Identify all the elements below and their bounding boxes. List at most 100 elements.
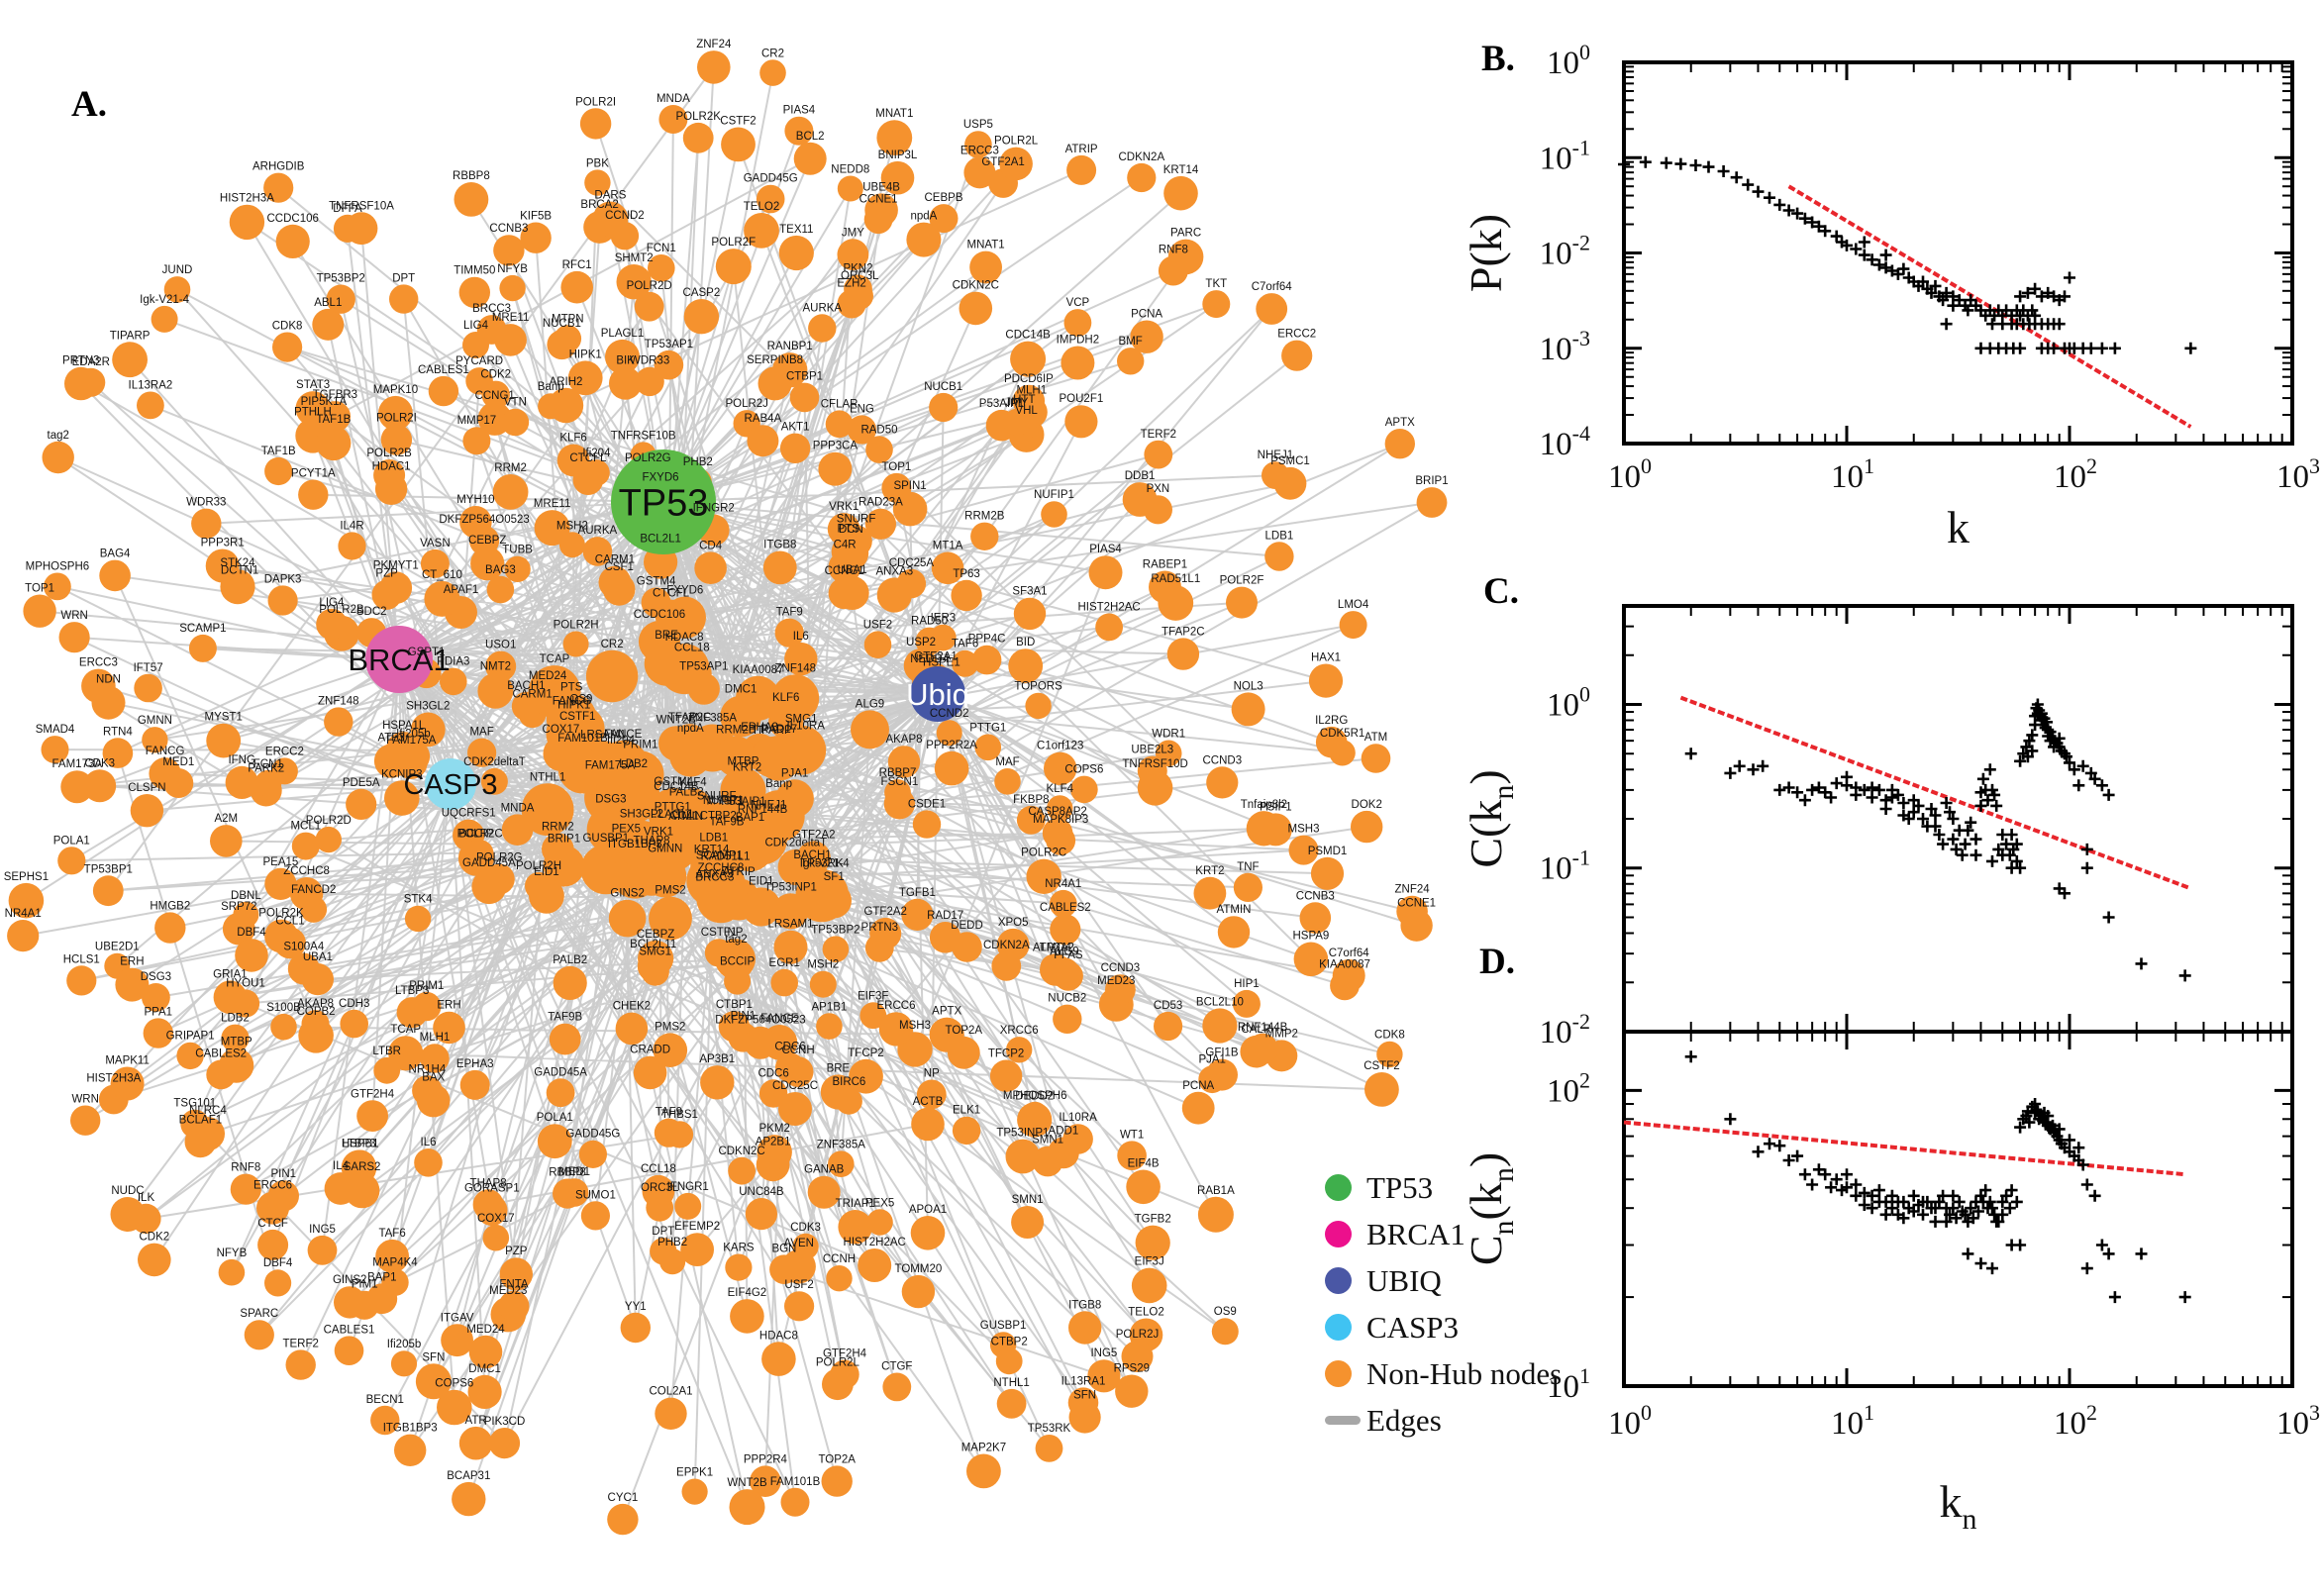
nonhub-node <box>966 1453 1001 1489</box>
nonhub-node <box>312 308 345 341</box>
nonhub-node <box>1247 1033 1278 1064</box>
nonhub-node <box>492 474 529 510</box>
node-label: PRTN3 <box>861 922 899 934</box>
node-label: PTS <box>560 681 583 693</box>
node-label: ERCC2 <box>265 746 304 757</box>
nonhub-node <box>951 579 982 612</box>
power-law-fit-line <box>1679 695 2192 891</box>
node-label: ING5 <box>309 1224 336 1236</box>
nonhub-node <box>742 887 781 927</box>
hub-label-ubiq: Ubiq <box>906 677 969 712</box>
nonhub-node <box>1015 396 1048 429</box>
node-label: POLR2B <box>319 604 364 616</box>
nonhub-node <box>633 1055 667 1090</box>
node-label: POLR2D <box>627 280 672 292</box>
y-axis-title: C(kn) <box>1461 769 1520 867</box>
nonhub-node <box>1206 766 1239 799</box>
node-label: GTF2H4 <box>351 1088 395 1100</box>
node-label: PCNA <box>1131 309 1162 321</box>
node-label: IL6 <box>793 631 809 643</box>
nonhub-node <box>546 1078 575 1108</box>
node-label: DARS <box>594 190 626 202</box>
node-label: PLAGL1 <box>651 809 693 821</box>
node-label: ERCC6 <box>253 1180 292 1192</box>
nonhub-node <box>1351 810 1383 844</box>
hub-nodes-layer: TP53 BRCA1 Ubiq CASP3 <box>348 449 969 810</box>
nonhub-node <box>880 160 915 195</box>
nonhub-node <box>580 1201 611 1231</box>
nonhub-node <box>264 456 293 486</box>
data-points <box>1618 155 2197 354</box>
nonhub-node <box>770 968 798 997</box>
nonhub-node <box>1049 889 1077 918</box>
nonhub-node <box>356 1100 388 1132</box>
nonhub-node <box>779 433 811 463</box>
nonhub-node <box>230 1173 261 1205</box>
nonhub-node <box>437 1389 472 1426</box>
node-label: TNFRSF10B <box>611 430 676 442</box>
nonhub-node <box>653 1033 688 1067</box>
nonhub-node <box>582 537 613 566</box>
node-label: FAM101B <box>557 733 608 745</box>
nonhub-node <box>553 965 587 1001</box>
nonhub-node <box>560 270 593 304</box>
nonhub-node <box>744 1026 777 1059</box>
nonhub-node <box>218 1258 246 1286</box>
node-label: EGR1 <box>769 957 800 969</box>
hub-circle-tp53 <box>611 449 716 554</box>
nonhub-node <box>1198 1065 1227 1094</box>
node-label: ATRIP <box>723 866 756 878</box>
nonhub-node <box>476 315 507 345</box>
node-label: MAF <box>995 756 1019 768</box>
nonhub-node <box>617 820 665 868</box>
nonhub-node <box>910 1216 946 1250</box>
nonhub-node <box>1158 255 1188 286</box>
node-label: AP3B1 <box>699 1053 735 1065</box>
nonhub-node <box>1163 175 1198 211</box>
nonhub-node <box>697 50 731 84</box>
hub-node-casp3: CASP3 <box>403 758 498 810</box>
node-swatch-icon <box>1325 1360 1352 1387</box>
nonhub-node <box>844 274 872 304</box>
node-label: DKFZP564O0523 <box>439 514 529 526</box>
nonhub-node <box>1226 586 1258 619</box>
tick-label: 100 <box>1547 40 1590 81</box>
nonhub-node <box>272 332 303 362</box>
nonhub-node <box>866 1209 893 1236</box>
node-label: LIG4 <box>463 320 489 332</box>
nonhub-node <box>759 59 786 86</box>
nonhub-node <box>929 922 961 953</box>
node-label: TAF9 <box>776 607 803 619</box>
nonhub-node <box>682 122 714 153</box>
nonhub-node <box>1400 909 1433 942</box>
node-label: IMPDH2 <box>1057 334 1099 346</box>
nonhub-node <box>744 213 779 249</box>
nonhub-node <box>616 264 652 300</box>
nonhub-node <box>275 224 310 258</box>
legend-item-casp3: CASP3 <box>1325 1304 1562 1350</box>
nonhub-node <box>784 642 818 676</box>
nonhub-node <box>163 768 194 798</box>
nonhub-node <box>837 239 869 271</box>
node-label: SMN1 <box>1032 1135 1063 1147</box>
node-label: GMNN <box>648 844 682 855</box>
nonhub-node <box>344 1149 376 1182</box>
node-label: POLR2J <box>725 398 767 410</box>
nonhub-node <box>210 825 243 857</box>
nonhub-node <box>191 508 222 539</box>
nonhub-node <box>1087 1359 1121 1393</box>
node-label: CTCFL <box>653 588 690 600</box>
nonhub-node <box>1026 858 1061 894</box>
nonhub-node <box>916 1079 947 1110</box>
node-label: BRCA2 <box>580 199 618 211</box>
nonhub-node <box>680 1233 714 1266</box>
nonhub-node <box>751 737 792 778</box>
nonhub-node <box>970 522 999 550</box>
nonhub-node <box>1062 1124 1093 1154</box>
node-label: NFYB <box>217 1247 248 1259</box>
nonhub-node <box>482 1224 510 1251</box>
nonhub-node <box>578 741 628 791</box>
network-legend: TP53 BRCA1 UBIQ CASP3 Non-Hub nodes Edges <box>1325 1164 1562 1444</box>
nonhub-node <box>863 631 892 658</box>
